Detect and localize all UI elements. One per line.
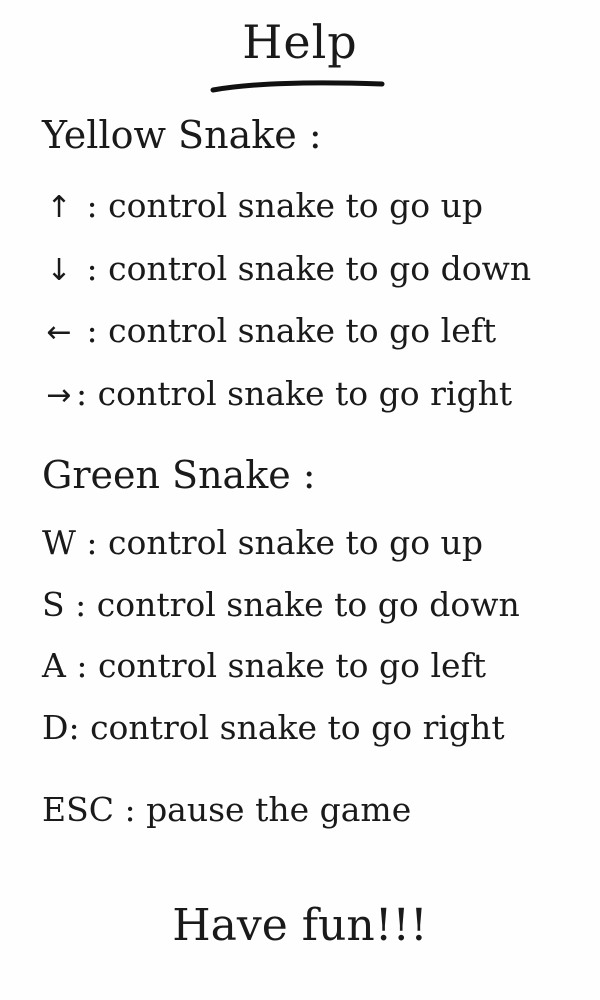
yellow-up-row: ↑ : control snake to go up (42, 184, 483, 228)
control-description: control snake to go left (108, 311, 497, 350)
control-description: control snake to go left (97, 646, 487, 685)
green-down-row: S : control snake to go down (42, 583, 520, 627)
arrow-right-icon: → (46, 378, 72, 413)
arrow-up-icon: ↑ (46, 190, 72, 225)
separator: : (68, 708, 91, 747)
separator: : (76, 186, 109, 225)
green-snake-heading: Green Snake : (42, 453, 316, 497)
arrow-left-icon: ← (46, 315, 72, 350)
key-a: A (42, 646, 66, 685)
arrow-down-icon: ↓ (46, 253, 72, 288)
control-description: pause the game (146, 790, 412, 829)
separator: : (75, 523, 109, 562)
yellow-down-row: ↓ : control snake to go down (42, 247, 531, 291)
separator: : (76, 374, 98, 413)
separator: : (65, 646, 98, 685)
green-up-row: W : control snake to go up (42, 521, 483, 565)
green-left-row: A : control snake to go left (42, 644, 486, 688)
green-right-row: D: control snake to go right (42, 706, 505, 750)
control-description: control snake to go right (90, 708, 505, 747)
separator: : (113, 790, 147, 829)
separator: : (76, 249, 109, 288)
control-description: control snake to go down (96, 585, 520, 624)
title-underline (210, 80, 385, 93)
have-fun-message: Have fun!!! (172, 900, 428, 951)
control-description: control snake to go up (108, 186, 484, 225)
yellow-right-row: →: control snake to go right (42, 372, 512, 416)
separator: : (64, 585, 97, 624)
yellow-snake-heading: Yellow Snake : (42, 113, 322, 157)
key-esc: ESC (42, 790, 114, 829)
key-s: S (42, 585, 65, 624)
separator: : (76, 311, 109, 350)
control-description: control snake to go down (108, 249, 532, 288)
yellow-left-row: ← : control snake to go left (42, 309, 496, 353)
key-w: W (42, 523, 76, 562)
help-title: Help (242, 15, 358, 69)
control-description: control snake to go up (108, 523, 483, 562)
control-description: control snake to go right (97, 374, 513, 413)
pause-row: ESC : pause the game (42, 788, 411, 832)
key-d: D (42, 708, 69, 747)
